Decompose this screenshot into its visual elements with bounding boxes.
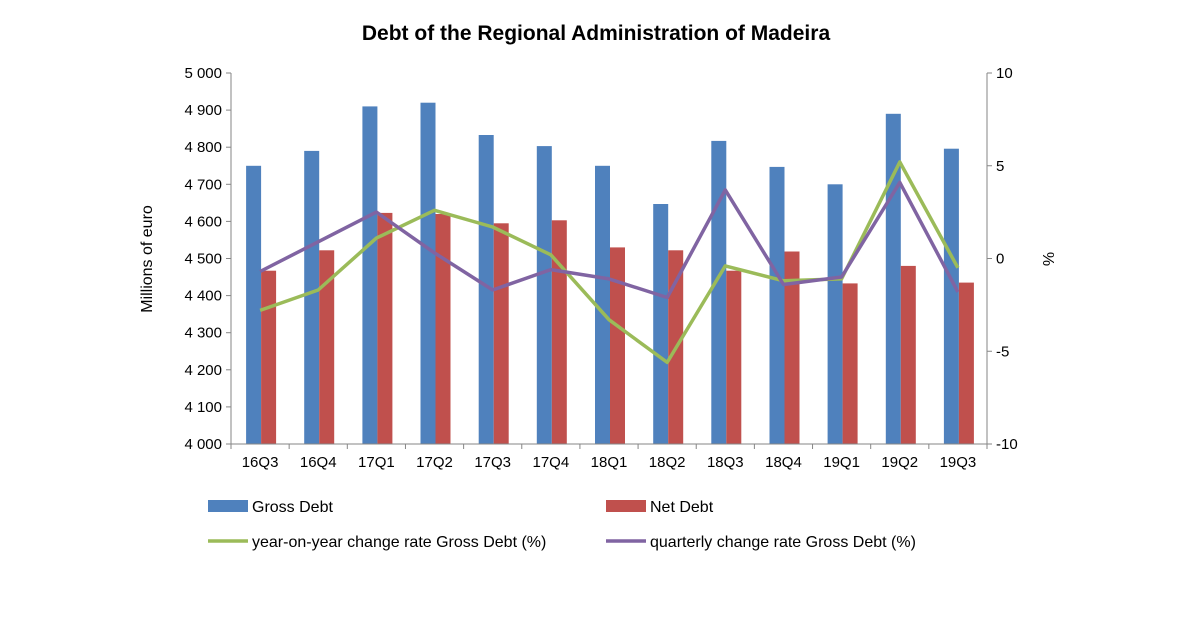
legend: Gross Debt Net Debt year-on-year change ra…: [208, 499, 916, 551]
y2-tick-label: 0: [996, 251, 1004, 268]
y-tick-label: 4 800: [184, 139, 222, 156]
net-debt-bar: [784, 251, 800, 444]
legend-label-quarterly-change-rate-gross-debt: quarterly change rate Gross Debt (%): [650, 534, 916, 551]
net-debt-bar: [493, 223, 509, 444]
gross-debt-bar: [478, 135, 494, 444]
net-debt-bar: [842, 283, 858, 444]
net-debt-bar: [319, 250, 335, 444]
x-tick-label: 19Q1: [823, 454, 860, 471]
gross-debt-bar: [653, 204, 669, 444]
gross-debt-bar: [769, 166, 785, 444]
x-tick-label: 18Q1: [591, 454, 628, 471]
net-debt-bar: [958, 282, 974, 444]
x-tick-label: 19Q3: [940, 454, 977, 471]
gross-debt-bar: [827, 184, 843, 445]
legend-label-net-debt: Net Debt: [650, 499, 714, 516]
y-tick-label: 4 400: [184, 288, 222, 305]
legend-swatch-gross-debt: [208, 500, 248, 512]
y-tick-label: 4 600: [184, 213, 222, 230]
y-tick-label: 4 900: [184, 102, 222, 119]
x-tick-label: 17Q4: [532, 454, 569, 471]
net-debt-bar: [610, 247, 625, 444]
gross-debt-bar: [362, 106, 378, 445]
y-tick-label: 4 000: [184, 436, 222, 453]
net-debt-bar: [551, 220, 567, 444]
y-tick-label: 4 200: [184, 362, 222, 379]
axes: 4 000 4 100 4 200 4 300 4 400 4 500 4 600 4 700…: [184, 65, 1017, 471]
plot-area: [246, 102, 974, 445]
x-tick-label: 17Q1: [358, 454, 395, 471]
x-tick-label: 18Q4: [765, 454, 802, 471]
y-axis-title: Millions of euro: [139, 205, 156, 313]
net-debt-bar: [900, 265, 916, 444]
gross-debt-bar: [536, 146, 552, 444]
y-tick-label: 4 300: [184, 325, 222, 342]
y2-tick-label: 5: [996, 158, 1004, 175]
gross-debt-bar: [943, 148, 959, 444]
y-tick-label: 4 100: [184, 399, 222, 416]
x-tick-label: 16Q3: [242, 454, 279, 471]
net-debt-bar: [377, 212, 393, 444]
x-tick-label: 16Q4: [300, 454, 337, 471]
gross-debt-bar: [420, 102, 436, 444]
x-tick-label: 19Q2: [881, 454, 918, 471]
gross-debt-bar: [246, 165, 262, 445]
x-tick-label: 18Q3: [707, 454, 744, 471]
legend-label-year-on-year-change-rate-gross-debt: year-on-year change rate Gross Debt (%): [252, 534, 546, 551]
gross-debt-bar: [595, 165, 610, 445]
x-tick-label: 17Q3: [474, 454, 511, 471]
net-debt-bar: [726, 270, 742, 444]
x-tick-label: 17Q2: [416, 454, 453, 471]
y2-tick-label: 10: [996, 65, 1013, 82]
gross-debt-bar: [304, 150, 320, 444]
y2-axis-title: %: [1039, 252, 1056, 266]
y-tick-label: 4 700: [184, 176, 222, 193]
y-tick-label: 5 000: [184, 65, 222, 82]
legend-swatch-net-debt: [606, 500, 646, 512]
y2-tick-label: -10: [996, 436, 1018, 453]
gross-debt-bar: [711, 140, 727, 444]
year-on-year-change-rate-gross-debt-line: [259, 160, 960, 365]
y2-tick-label: -5: [996, 343, 1009, 360]
y-tick-label: 4 500: [184, 251, 222, 268]
chart-title: Debt of the Regional Administration of M…: [362, 22, 831, 45]
net-debt-bar: [261, 270, 277, 444]
legend-label-gross-debt: Gross Debt: [252, 499, 333, 516]
x-tick-label: 18Q2: [649, 454, 686, 471]
net-debt-bar: [435, 214, 451, 444]
quarterly-change-rate-gross-debt-line: [259, 180, 960, 300]
